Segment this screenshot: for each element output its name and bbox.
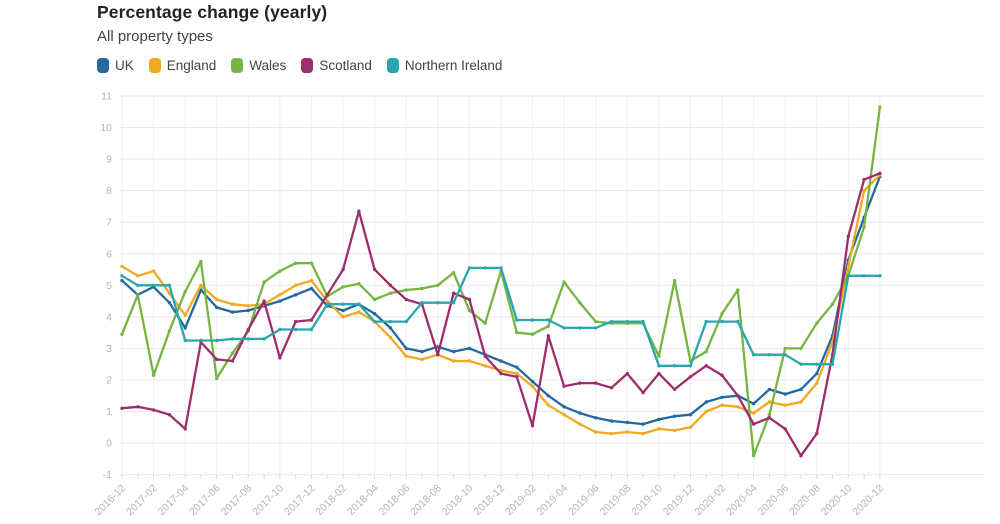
legend-item-scotland[interactable]: Scotland (301, 58, 372, 73)
page-title: Percentage change (yearly) (97, 2, 328, 22)
svg-text:2017-08: 2017-08 (219, 482, 255, 518)
y-axis-labels: -1 0 1 2 3 4 5 6 7 8 9 10 11 (100, 91, 112, 482)
legend-swatch-icon (231, 58, 244, 73)
svg-text:2019-10: 2019-10 (629, 482, 665, 518)
svg-text:2017-12: 2017-12 (282, 482, 318, 518)
legend-swatch-icon (148, 58, 161, 73)
chart-legend: UK England Wales Scotland Northern Ireland (97, 58, 502, 73)
svg-text:2017-02: 2017-02 (124, 482, 160, 518)
svg-text:2016-12: 2016-12 (92, 482, 128, 518)
series-scotland (120, 171, 882, 458)
legend-label: England (166, 58, 217, 73)
svg-text:2020-04: 2020-04 (724, 482, 760, 518)
svg-text:2019-12: 2019-12 (661, 482, 697, 518)
svg-text:3: 3 (106, 343, 112, 355)
svg-text:2018-12: 2018-12 (471, 482, 507, 518)
legend-label: Wales (249, 58, 287, 73)
legend-swatch-icon (386, 58, 399, 73)
legend-label: UK (115, 58, 134, 73)
svg-text:7: 7 (106, 217, 112, 229)
svg-text:4: 4 (106, 311, 112, 323)
legend-item-northern-ireland[interactable]: Northern Ireland (386, 58, 503, 73)
svg-text:2020-02: 2020-02 (692, 482, 728, 518)
svg-text:2: 2 (106, 374, 112, 386)
legend-item-uk[interactable]: UK (97, 58, 134, 73)
legend-swatch-icon (301, 58, 314, 73)
svg-text:2020-12: 2020-12 (850, 482, 886, 518)
svg-text:2018-10: 2018-10 (440, 482, 476, 518)
legend-item-wales[interactable]: Wales (231, 58, 286, 73)
svg-text:2019-06: 2019-06 (566, 482, 602, 518)
chart-header: Percentage change (yearly) All property … (97, 0, 327, 45)
svg-text:2017-04: 2017-04 (156, 482, 192, 518)
x-gridlines (121, 96, 881, 475)
plot-area[interactable] (120, 96, 985, 475)
svg-text:2018-08: 2018-08 (408, 482, 444, 518)
x-ticks (121, 474, 881, 480)
svg-text:2020-06: 2020-06 (756, 482, 792, 518)
svg-text:5: 5 (106, 280, 112, 292)
svg-text:1: 1 (106, 406, 112, 418)
svg-text:0: 0 (106, 438, 112, 450)
svg-text:2018-04: 2018-04 (345, 482, 381, 518)
svg-text:8: 8 (106, 185, 112, 197)
legend-label: Scotland (319, 58, 372, 73)
svg-text:10: 10 (100, 122, 112, 134)
svg-text:2019-08: 2019-08 (598, 482, 634, 518)
svg-text:-1: -1 (103, 469, 112, 481)
svg-text:2018-02: 2018-02 (313, 482, 349, 518)
legend-item-england[interactable]: England (148, 58, 217, 73)
svg-text:2019-02: 2019-02 (503, 482, 539, 518)
x-axis-labels: 2016-122017-022017-042017-062017-082017-… (92, 482, 886, 518)
svg-text:2020-10: 2020-10 (819, 482, 855, 518)
svg-text:9: 9 (106, 154, 112, 166)
svg-text:11: 11 (101, 91, 112, 103)
legend-label: Northern Ireland (404, 58, 503, 73)
svg-text:6: 6 (106, 248, 112, 260)
svg-text:2018-06: 2018-06 (377, 482, 413, 518)
series-northern-ireland (120, 266, 882, 368)
legend-swatch-icon (97, 58, 109, 73)
svg-text:2017-10: 2017-10 (250, 482, 286, 518)
svg-text:2020-08: 2020-08 (787, 482, 823, 518)
svg-text:2017-06: 2017-06 (187, 482, 223, 518)
chart-subtitle: All property types (97, 28, 213, 45)
svg-text:2019-04: 2019-04 (534, 482, 570, 518)
